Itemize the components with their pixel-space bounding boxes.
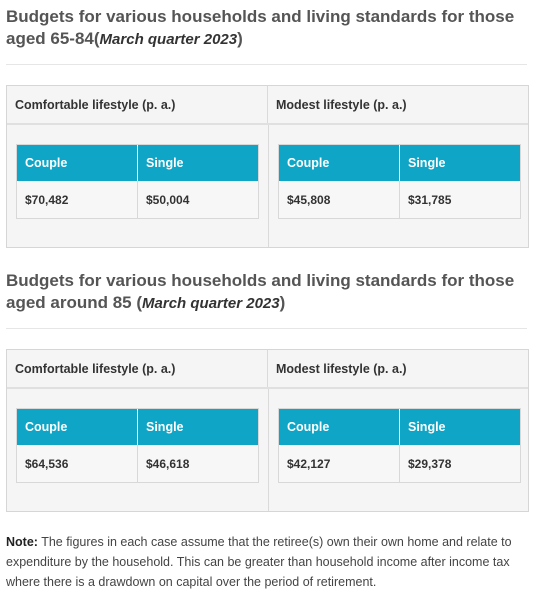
inner-value-row: $45,808 $31,785 xyxy=(279,181,520,218)
couple-value: $42,127 xyxy=(287,456,331,471)
single-value: $31,785 xyxy=(399,181,520,218)
comfortable-lifestyle-cell: Couple Single $64,536 $46,618 xyxy=(7,389,268,511)
note-label: Note: xyxy=(6,535,38,549)
section-title-text: Budgets for various households and livin… xyxy=(6,271,515,312)
comfortable-lifestyle-cell: Couple Single $70,482 $50,004 xyxy=(7,125,268,247)
couple-value: $64,536 xyxy=(25,456,69,471)
budget-table-85: Comfortable lifestyle (p. a.) Modest lif… xyxy=(6,349,529,512)
couple-header: Couple xyxy=(25,420,68,434)
section-title-close: ) xyxy=(279,293,286,312)
inner-value-row: $70,482 $50,004 xyxy=(17,181,258,218)
divider xyxy=(6,64,527,65)
comfortable-lifestyle-header: Comfortable lifestyle (p. a.) xyxy=(15,97,176,112)
spacer xyxy=(6,248,527,270)
inner-header-row: Couple Single xyxy=(17,409,258,445)
section-title-text: Budgets for various households and livin… xyxy=(6,7,515,48)
single-value: $29,378 xyxy=(399,445,520,482)
single-header: Single xyxy=(137,145,258,181)
comfortable-budget-table: Couple Single $70,482 $50,004 xyxy=(16,144,259,219)
section-title-period: March quarter 2023 xyxy=(99,31,238,48)
couple-value: $70,482 xyxy=(25,192,69,207)
table-header-row: Comfortable lifestyle (p. a.) Modest lif… xyxy=(7,350,528,389)
inner-header-row: Couple Single xyxy=(279,145,520,181)
page: Budgets for various households and livin… xyxy=(6,0,529,592)
table-body-row: Couple Single $64,536 $46,618 Couple Sin… xyxy=(7,389,528,511)
single-value: $46,618 xyxy=(137,445,258,482)
single-header: Single xyxy=(399,145,520,181)
budget-table-65-84: Comfortable lifestyle (p. a.) Modest lif… xyxy=(6,85,529,248)
couple-header: Couple xyxy=(25,156,68,170)
footnote: Note: The figures in each case assume th… xyxy=(6,532,527,592)
couple-header: Couple xyxy=(287,420,330,434)
section-title-period: March quarter 2023 xyxy=(142,295,280,312)
table-body-row: Couple Single $70,482 $50,004 Couple Sin… xyxy=(7,125,528,247)
couple-header: Couple xyxy=(287,156,330,170)
modest-lifestyle-cell: Couple Single $42,127 $29,378 xyxy=(268,389,530,511)
section-title-65-84: Budgets for various households and livin… xyxy=(6,0,527,51)
inner-value-row: $64,536 $46,618 xyxy=(17,445,258,482)
modest-lifestyle-cell: Couple Single $45,808 $31,785 xyxy=(268,125,530,247)
couple-value: $45,808 xyxy=(287,192,331,207)
single-value: $50,004 xyxy=(137,181,258,218)
comfortable-lifestyle-header: Comfortable lifestyle (p. a.) xyxy=(15,361,176,376)
modest-budget-table: Couple Single $42,127 $29,378 xyxy=(278,408,521,483)
single-header: Single xyxy=(137,409,258,445)
note-text: The figures in each case assume that the… xyxy=(6,535,512,589)
inner-value-row: $42,127 $29,378 xyxy=(279,445,520,482)
section-title-85: Budgets for various households and livin… xyxy=(6,270,527,315)
modest-lifestyle-header: Modest lifestyle (p. a.) xyxy=(267,86,528,123)
comfortable-budget-table: Couple Single $64,536 $46,618 xyxy=(16,408,259,483)
modest-budget-table: Couple Single $45,808 $31,785 xyxy=(278,144,521,219)
inner-header-row: Couple Single xyxy=(17,145,258,181)
section-title-close: ) xyxy=(237,29,243,48)
divider xyxy=(6,328,527,329)
table-header-row: Comfortable lifestyle (p. a.) Modest lif… xyxy=(7,86,528,125)
modest-lifestyle-header: Modest lifestyle (p. a.) xyxy=(267,350,528,387)
inner-header-row: Couple Single xyxy=(279,409,520,445)
single-header: Single xyxy=(399,409,520,445)
